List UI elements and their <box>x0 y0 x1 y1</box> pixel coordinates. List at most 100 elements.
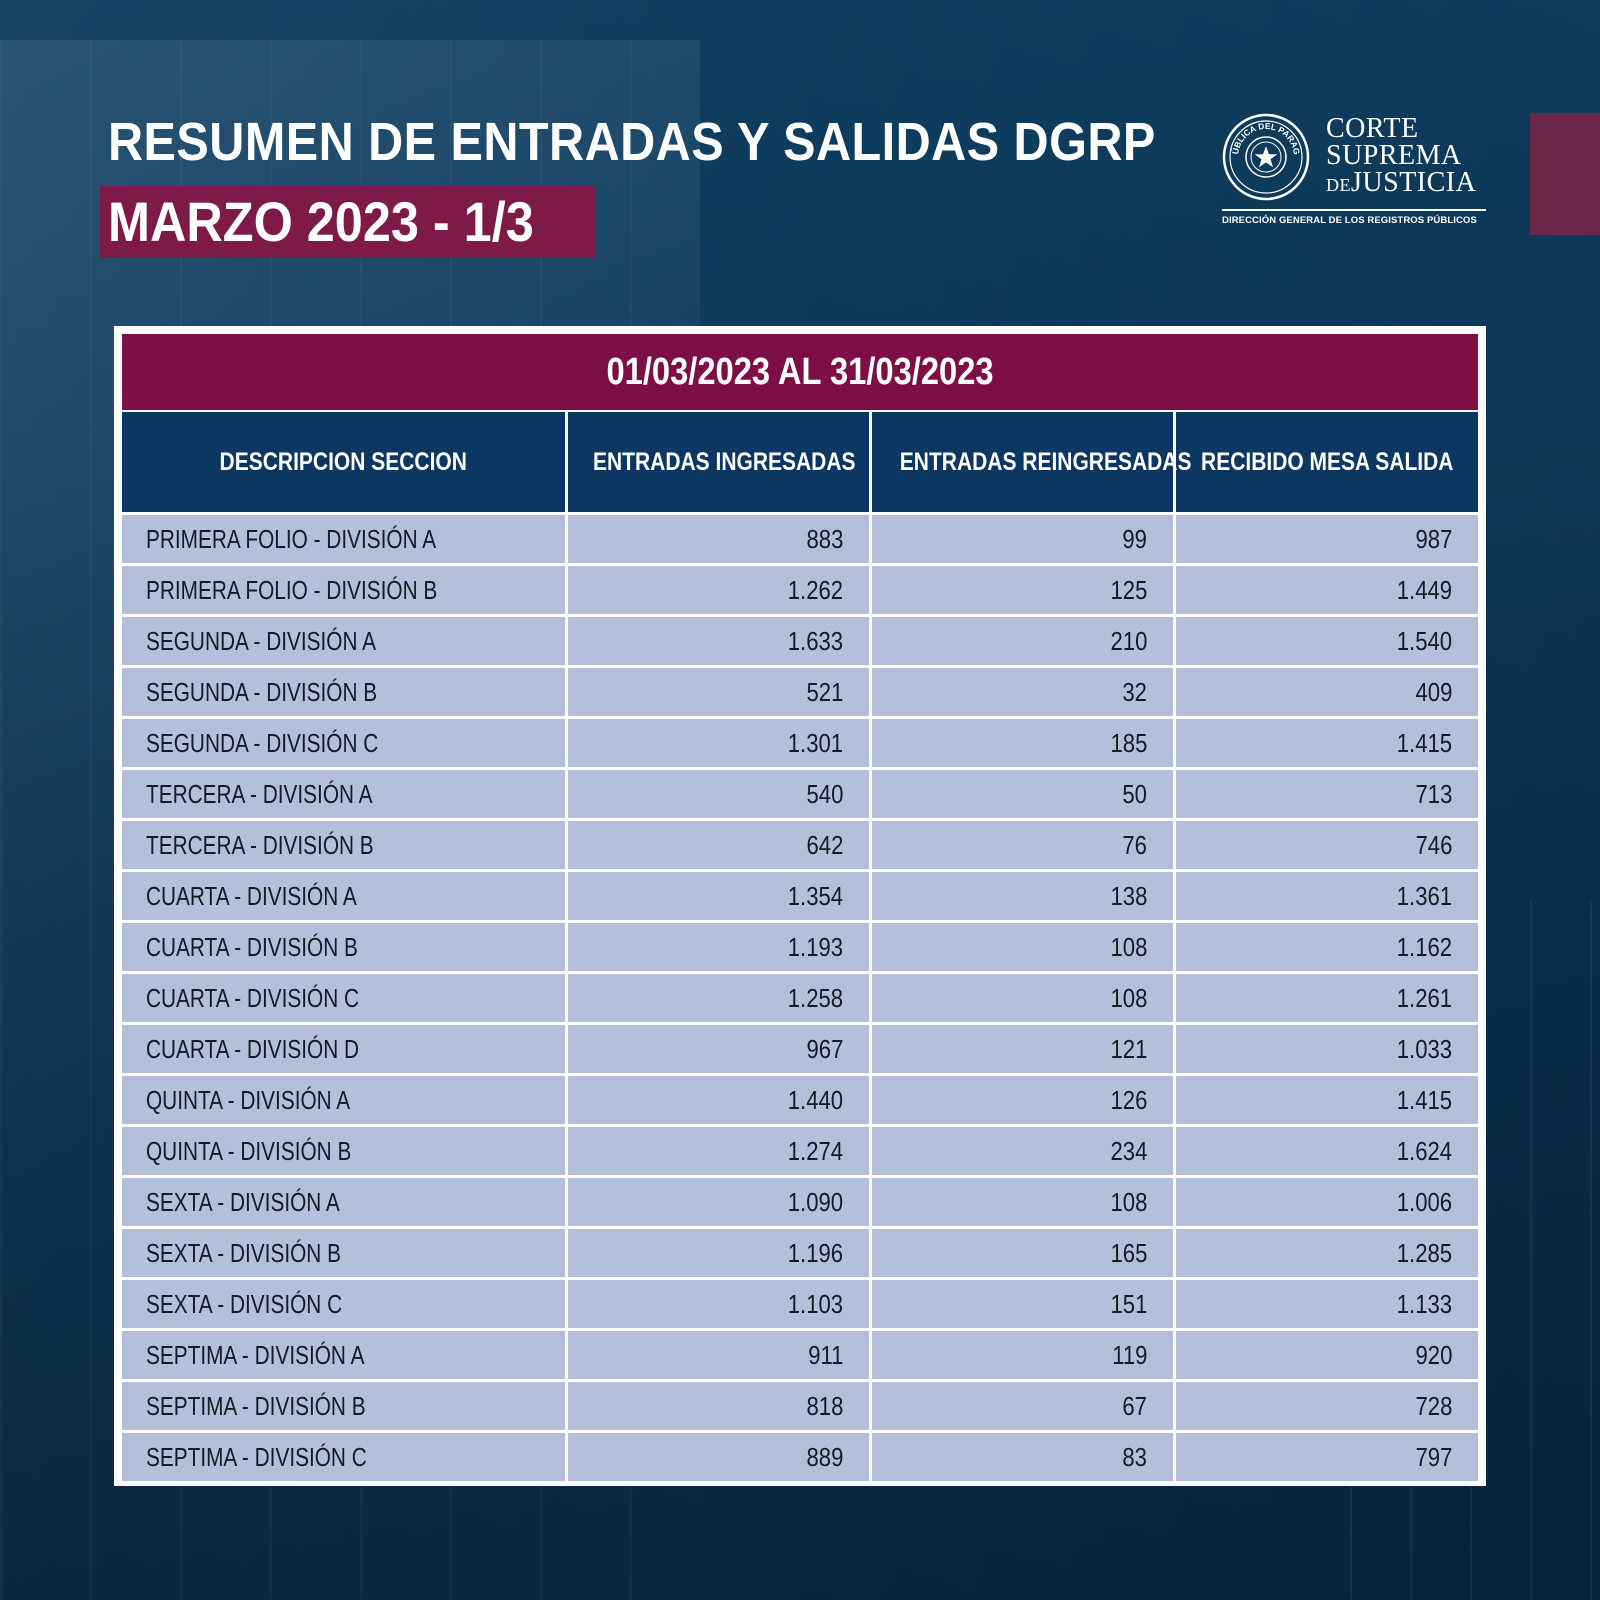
cell-descripcion: SEGUNDA - DIVISIÓN A <box>122 617 568 668</box>
cell-entradas-reingresadas: 108 <box>872 923 1176 974</box>
column-header-recibido-mesa-salida-label: RECIBIDO MESA SALIDA <box>1200 447 1454 476</box>
table-row: SEPTIMA - DIVISIÓN B 818 67 728 <box>122 1382 1478 1433</box>
cell-entradas-ingresadas-text: 1.354 <box>787 880 843 911</box>
cell-descripcion: SEPTIMA - DIVISIÓN A <box>122 1331 568 1382</box>
cell-entradas-ingresadas-text: 1.258 <box>787 982 843 1013</box>
paraguay-seal-icon: REPÚBLICA DEL PARAGUAY <box>1222 113 1310 201</box>
cell-recibido-mesa-salida: 1.624 <box>1176 1127 1478 1178</box>
cell-entradas-ingresadas-text: 967 <box>806 1033 843 1064</box>
cell-entradas-reingresadas-text: 32 <box>1122 676 1147 707</box>
cell-entradas-reingresadas: 83 <box>872 1433 1176 1481</box>
column-header-entradas-ingresadas: ENTRADAS INGRESADAS <box>568 412 872 515</box>
cell-recibido-mesa-salida-text: 1.624 <box>1396 1135 1452 1166</box>
cell-entradas-ingresadas-text: 889 <box>806 1441 843 1472</box>
cell-recibido-mesa-salida: 713 <box>1176 770 1478 821</box>
logo-line-1: CORTE <box>1326 113 1419 144</box>
cell-entradas-reingresadas: 99 <box>872 515 1176 566</box>
cell-recibido-mesa-salida: 1.415 <box>1176 1076 1478 1127</box>
table-row: TERCERA - DIVISIÓN A 540 50 713 <box>122 770 1478 821</box>
cell-entradas-reingresadas: 234 <box>872 1127 1176 1178</box>
column-header-entradas-ingresadas-label: ENTRADAS INGRESADAS <box>593 447 856 476</box>
cell-entradas-reingresadas: 125 <box>872 566 1176 617</box>
cell-entradas-reingresadas: 185 <box>872 719 1176 770</box>
cell-recibido-mesa-salida: 1.033 <box>1176 1025 1478 1076</box>
cell-recibido-mesa-salida-text: 797 <box>1415 1441 1452 1472</box>
cell-descripcion: SEXTA - DIVISIÓN C <box>122 1280 568 1331</box>
cell-entradas-reingresadas-text: 108 <box>1110 982 1147 1013</box>
cell-recibido-mesa-salida-text: 1.006 <box>1396 1186 1452 1217</box>
column-header-entradas-reingresadas-label: ENTRADAS REINGRESADAS <box>899 447 1192 476</box>
cell-descripcion-text: CUARTA - DIVISIÓN B <box>146 931 358 962</box>
cell-entradas-reingresadas: 126 <box>872 1076 1176 1127</box>
cell-entradas-reingresadas-text: 185 <box>1110 727 1147 758</box>
cell-recibido-mesa-salida: 1.415 <box>1176 719 1478 770</box>
cell-entradas-ingresadas-text: 1.090 <box>787 1186 843 1217</box>
logo-subtitle: DIRECCIÓN GENERAL DE LOS REGISTROS PÚBLI… <box>1222 215 1477 226</box>
cell-descripcion-text: CUARTA - DIVISIÓN C <box>146 982 360 1013</box>
logo-line-3-prefix: DE <box>1326 175 1351 195</box>
cell-entradas-ingresadas-text: 911 <box>807 1339 843 1370</box>
cell-descripcion: CUARTA - DIVISIÓN D <box>122 1025 568 1076</box>
cell-descripcion-text: TERCERA - DIVISIÓN A <box>146 778 373 809</box>
cell-entradas-ingresadas-text: 1.262 <box>787 574 843 605</box>
table-row: QUINTA - DIVISIÓN B 1.274 234 1.624 <box>122 1127 1478 1178</box>
cell-entradas-ingresadas: 642 <box>568 821 872 872</box>
cell-descripcion: SEXTA - DIVISIÓN B <box>122 1229 568 1280</box>
cell-descripcion: QUINTA - DIVISIÓN B <box>122 1127 568 1178</box>
table-row: PRIMERA FOLIO - DIVISIÓN A 883 99 987 <box>122 515 1478 566</box>
subtitle-box: MARZO 2023 - 1/3 <box>100 186 596 258</box>
logo-line-3-main: JUSTICIA <box>1351 167 1477 198</box>
cell-descripcion-text: QUINTA - DIVISIÓN A <box>146 1084 351 1115</box>
cell-recibido-mesa-salida: 797 <box>1176 1433 1478 1481</box>
cell-descripcion: CUARTA - DIVISIÓN A <box>122 872 568 923</box>
cell-descripcion: PRIMERA FOLIO - DIVISIÓN A <box>122 515 568 566</box>
cell-descripcion-text: SEPTIMA - DIVISIÓN B <box>146 1390 366 1421</box>
cell-recibido-mesa-salida: 746 <box>1176 821 1478 872</box>
cell-descripcion: SEXTA - DIVISIÓN A <box>122 1178 568 1229</box>
cell-recibido-mesa-salida-text: 728 <box>1415 1390 1452 1421</box>
svg-text:REPÚBLICA DEL PARAGUAY: REPÚBLICA DEL PARAGUAY <box>1222 113 1302 156</box>
cell-descripcion-text: SEXTA - DIVISIÓN C <box>146 1288 343 1319</box>
cell-entradas-reingresadas: 50 <box>872 770 1176 821</box>
cell-descripcion-text: CUARTA - DIVISIÓN D <box>146 1033 360 1064</box>
column-header-descripcion: DESCRIPCION SECCION <box>122 412 568 515</box>
cell-recibido-mesa-salida-text: 1.133 <box>1396 1288 1452 1319</box>
cell-entradas-ingresadas: 883 <box>568 515 872 566</box>
cell-entradas-ingresadas-text: 1.274 <box>787 1135 843 1166</box>
cell-entradas-reingresadas: 108 <box>872 974 1176 1025</box>
cell-entradas-reingresadas: 108 <box>872 1178 1176 1229</box>
logo-line-2: SUPREMA <box>1326 140 1462 171</box>
cell-descripcion: CUARTA - DIVISIÓN B <box>122 923 568 974</box>
cell-entradas-ingresadas: 818 <box>568 1382 872 1433</box>
cell-recibido-mesa-salida-text: 746 <box>1415 829 1452 860</box>
cell-entradas-reingresadas-text: 108 <box>1110 931 1147 962</box>
cell-recibido-mesa-salida: 409 <box>1176 668 1478 719</box>
cell-descripcion-text: PRIMERA FOLIO - DIVISIÓN A <box>146 523 437 554</box>
cell-entradas-ingresadas: 1.274 <box>568 1127 872 1178</box>
cell-entradas-ingresadas: 911 <box>568 1331 872 1382</box>
cell-recibido-mesa-salida: 920 <box>1176 1331 1478 1382</box>
cell-recibido-mesa-salida: 1.162 <box>1176 923 1478 974</box>
cell-entradas-ingresadas: 521 <box>568 668 872 719</box>
cell-descripcion: QUINTA - DIVISIÓN A <box>122 1076 568 1127</box>
table-row: SEXTA - DIVISIÓN C 1.103 151 1.133 <box>122 1280 1478 1331</box>
cell-descripcion-text: SEPTIMA - DIVISIÓN A <box>146 1339 365 1370</box>
cell-descripcion-text: SEPTIMA - DIVISIÓN C <box>146 1441 367 1472</box>
cell-entradas-reingresadas: 67 <box>872 1382 1176 1433</box>
table-row: SEXTA - DIVISIÓN B 1.196 165 1.285 <box>122 1229 1478 1280</box>
cell-recibido-mesa-salida: 987 <box>1176 515 1478 566</box>
cell-entradas-ingresadas-text: 1.301 <box>787 727 843 758</box>
cell-entradas-ingresadas: 1.103 <box>568 1280 872 1331</box>
cell-descripcion-text: CUARTA - DIVISIÓN A <box>146 880 357 911</box>
table-row: CUARTA - DIVISIÓN D 967 121 1.033 <box>122 1025 1478 1076</box>
cell-recibido-mesa-salida: 1.449 <box>1176 566 1478 617</box>
table-header-row: DESCRIPCION SECCION ENTRADAS INGRESADAS … <box>122 412 1478 515</box>
page-subtitle: MARZO 2023 - 1/3 <box>108 190 534 253</box>
cell-descripcion-text: QUINTA - DIVISIÓN B <box>146 1135 352 1166</box>
cell-recibido-mesa-salida-text: 1.261 <box>1396 982 1452 1013</box>
cell-recibido-mesa-salida-text: 1.162 <box>1396 931 1452 962</box>
cell-entradas-ingresadas-text: 1.440 <box>787 1084 843 1115</box>
cell-entradas-ingresadas: 1.090 <box>568 1178 872 1229</box>
cell-entradas-reingresadas-text: 83 <box>1122 1441 1147 1472</box>
table-row: SEGUNDA - DIVISIÓN B 521 32 409 <box>122 668 1478 719</box>
